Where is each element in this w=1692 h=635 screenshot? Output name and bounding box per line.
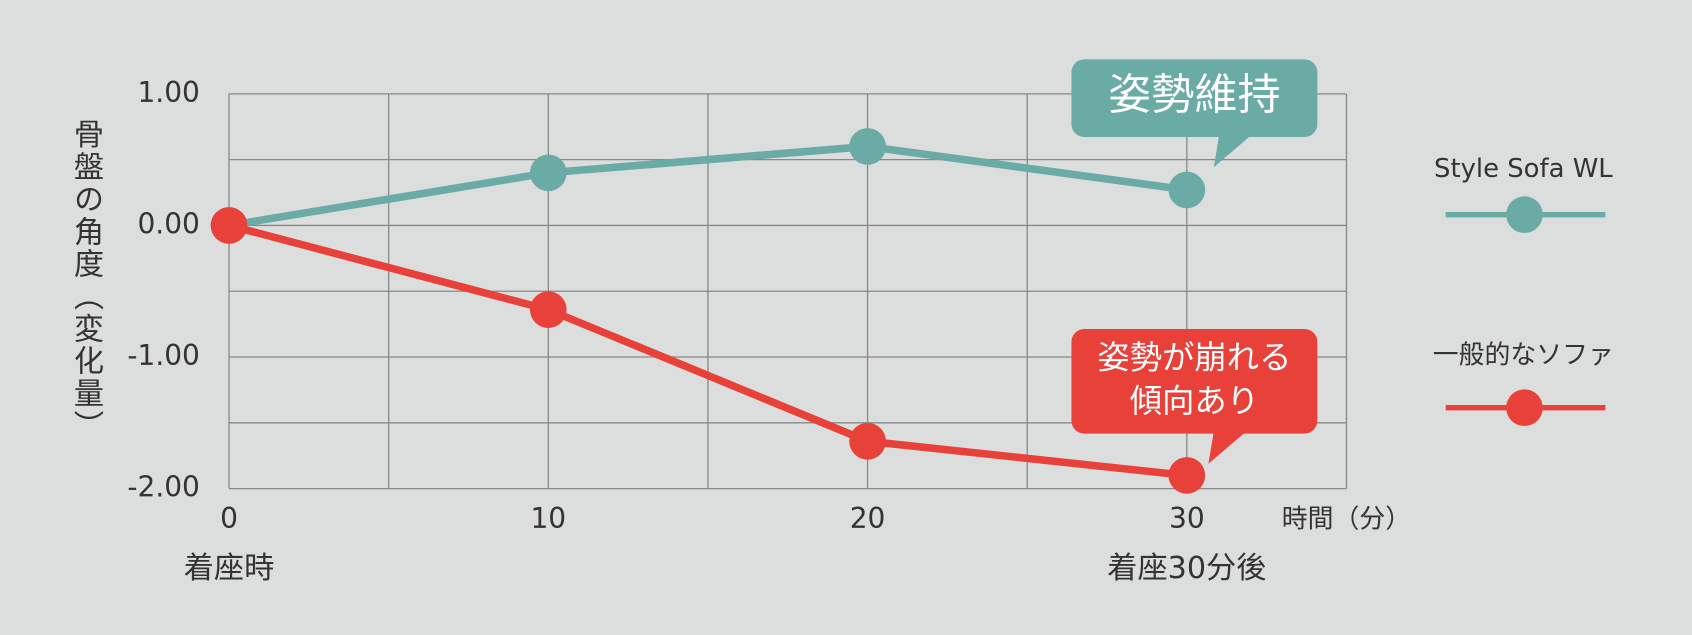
x-sublabel: 着座30分後 bbox=[1107, 551, 1266, 586]
point bbox=[849, 422, 886, 460]
x-tick-label: 20 bbox=[850, 502, 886, 535]
point bbox=[849, 128, 886, 165]
legend-marker bbox=[1506, 389, 1543, 427]
y-tick-label: -2.00 bbox=[127, 471, 200, 504]
x-tick-label: 0 bbox=[220, 502, 238, 535]
callout-text: 姿勢維持 bbox=[1108, 71, 1281, 121]
point bbox=[210, 207, 248, 244]
y-axis-label: 骨盤の角度（変化量） bbox=[68, 119, 104, 443]
legend-marker bbox=[1506, 196, 1543, 233]
x-tick-label: 10 bbox=[530, 502, 566, 535]
callout-text: 姿勢が崩れる bbox=[1097, 338, 1291, 376]
x-tick-label: 30 bbox=[1169, 502, 1205, 535]
point bbox=[1168, 171, 1206, 209]
y-tick-label: 0.00 bbox=[137, 207, 199, 240]
x-sublabel: 着座時 bbox=[184, 551, 275, 586]
legend-label: Style Sofa WL bbox=[1434, 154, 1613, 184]
callout-box bbox=[1071, 328, 1318, 434]
series-line bbox=[228, 221, 1188, 480]
callout-text: 傾向あり bbox=[1130, 382, 1259, 420]
point bbox=[529, 291, 567, 328]
x-axis-label: 時間（分） bbox=[1282, 504, 1411, 534]
legend-label: 一般的なソファ bbox=[1433, 340, 1614, 370]
series-line bbox=[228, 142, 1188, 230]
point bbox=[1168, 457, 1206, 494]
y-tick-label: -1.00 bbox=[127, 339, 200, 372]
callout-box bbox=[1071, 59, 1318, 137]
y-tick-label: 1.00 bbox=[137, 76, 199, 109]
callout-tail bbox=[1213, 134, 1252, 168]
callout-tail bbox=[1208, 431, 1247, 464]
point bbox=[529, 154, 567, 192]
